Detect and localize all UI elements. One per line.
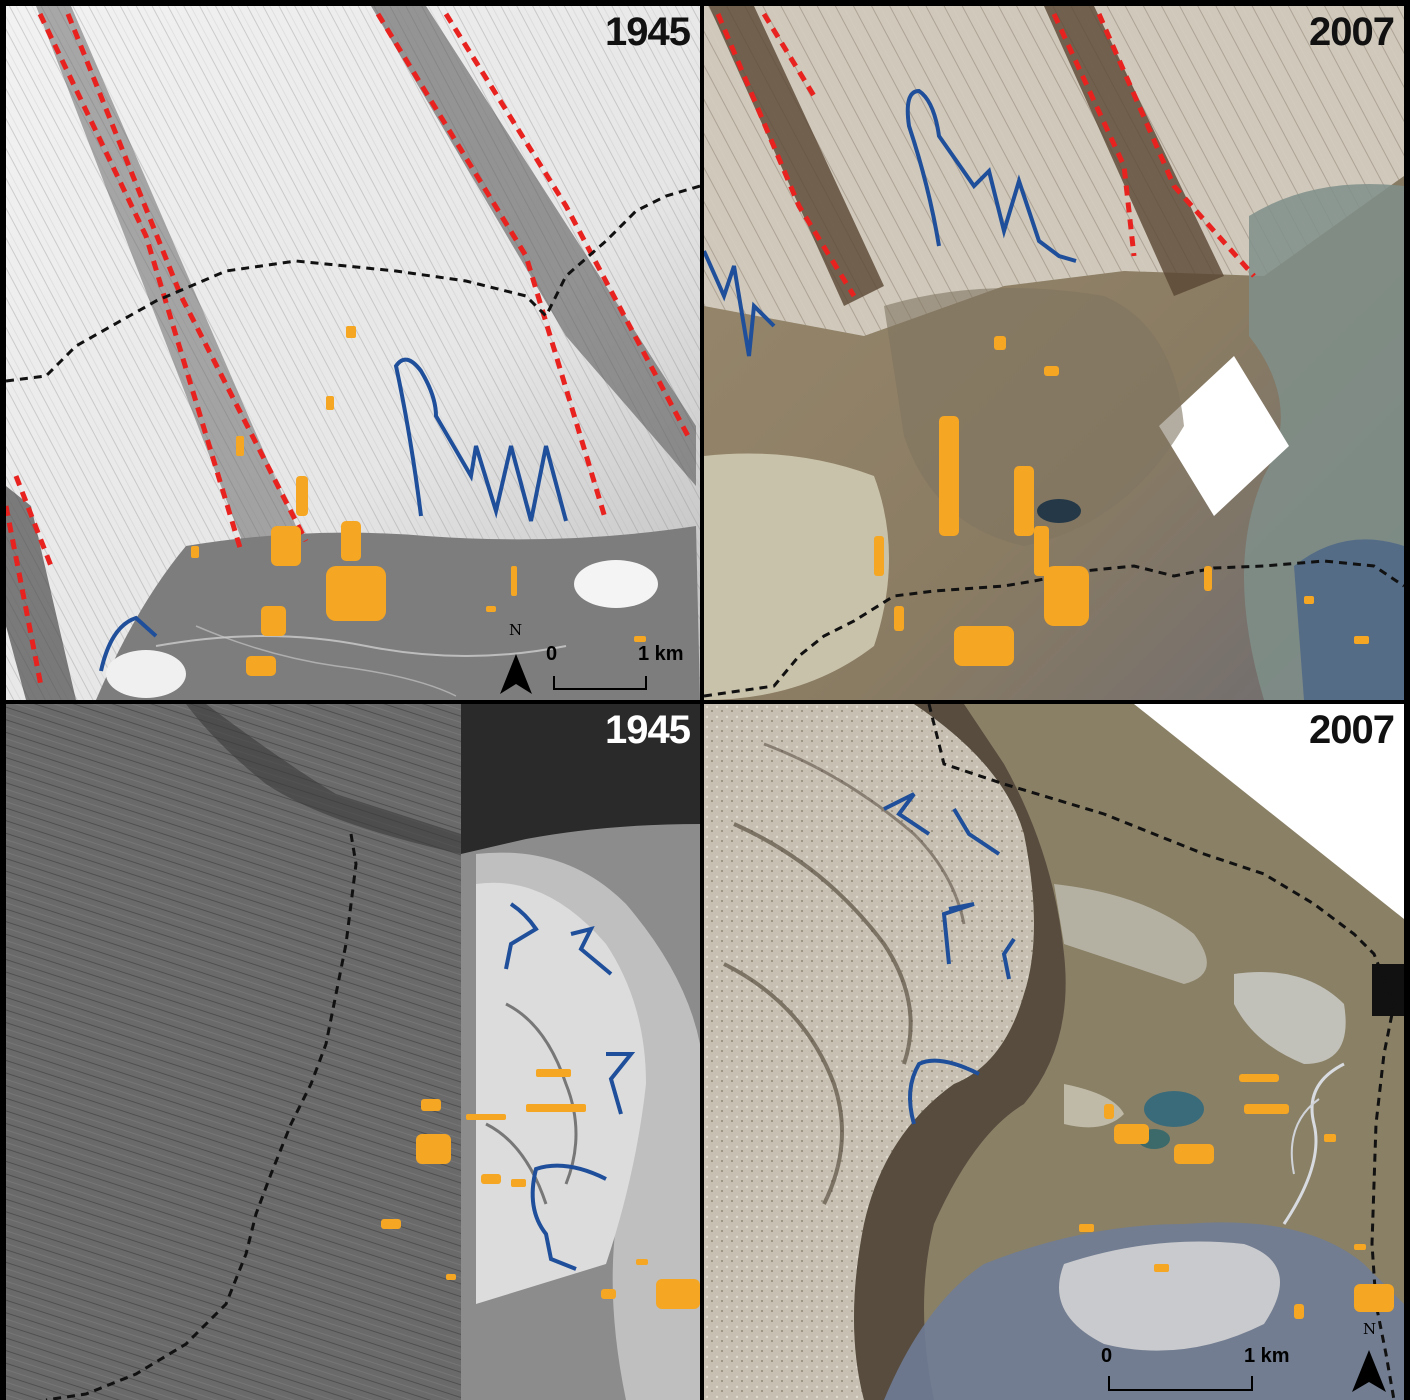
blue-moraine-outlines <box>504 902 636 1271</box>
panel-top-right-2007: 2007 <box>704 6 1404 700</box>
scale-bar <box>1108 1376 1253 1391</box>
satellite-image-2007-top <box>704 6 1404 700</box>
north-label: N <box>1363 1320 1377 1338</box>
scale-bar <box>553 676 647 690</box>
north-arrow-icon <box>1352 1350 1386 1392</box>
black-dashed-boundary <box>45 833 358 1400</box>
scale-zero-label: 0 <box>546 643 558 665</box>
north-label: N <box>509 621 523 639</box>
red-glacier-outlines <box>6 12 691 687</box>
year-label: 1945 <box>605 708 691 752</box>
blue-moraine-outlines <box>883 792 1016 1125</box>
satellite-image-2007-bottom <box>704 704 1404 1400</box>
orange-features <box>381 1069 700 1309</box>
panel-bottom-left-1945: 1945 <box>6 704 700 1400</box>
year-label: 2007 <box>1309 708 1395 752</box>
blue-moraine-outlines <box>704 88 1077 357</box>
year-label: 2007 <box>1309 10 1395 54</box>
scale-distance-label: 1 km <box>638 643 684 665</box>
black-dashed-boundary <box>704 559 1404 698</box>
orange-features <box>191 326 646 676</box>
black-dashed-boundary <box>6 184 700 383</box>
panel-bottom-right-2007: 2007 N 0 1 km <box>704 704 1404 1400</box>
black-dashed-boundary <box>927 704 1396 1400</box>
aerial-photo-1945-top <box>6 6 700 700</box>
year-label: 1945 <box>605 10 691 54</box>
scale-distance-label: 1 km <box>1244 1345 1290 1367</box>
aerial-photo-1945-bottom <box>6 704 700 1400</box>
orange-features <box>874 336 1369 666</box>
orange-features <box>1079 1074 1394 1319</box>
blue-moraine-outlines <box>99 357 568 672</box>
red-glacier-outlines <box>715 12 1256 298</box>
north-arrow-icon <box>500 654 532 694</box>
panel-top-left-1945: 1945 N 0 1 km <box>6 6 700 700</box>
scale-zero-label: 0 <box>1101 1345 1113 1367</box>
